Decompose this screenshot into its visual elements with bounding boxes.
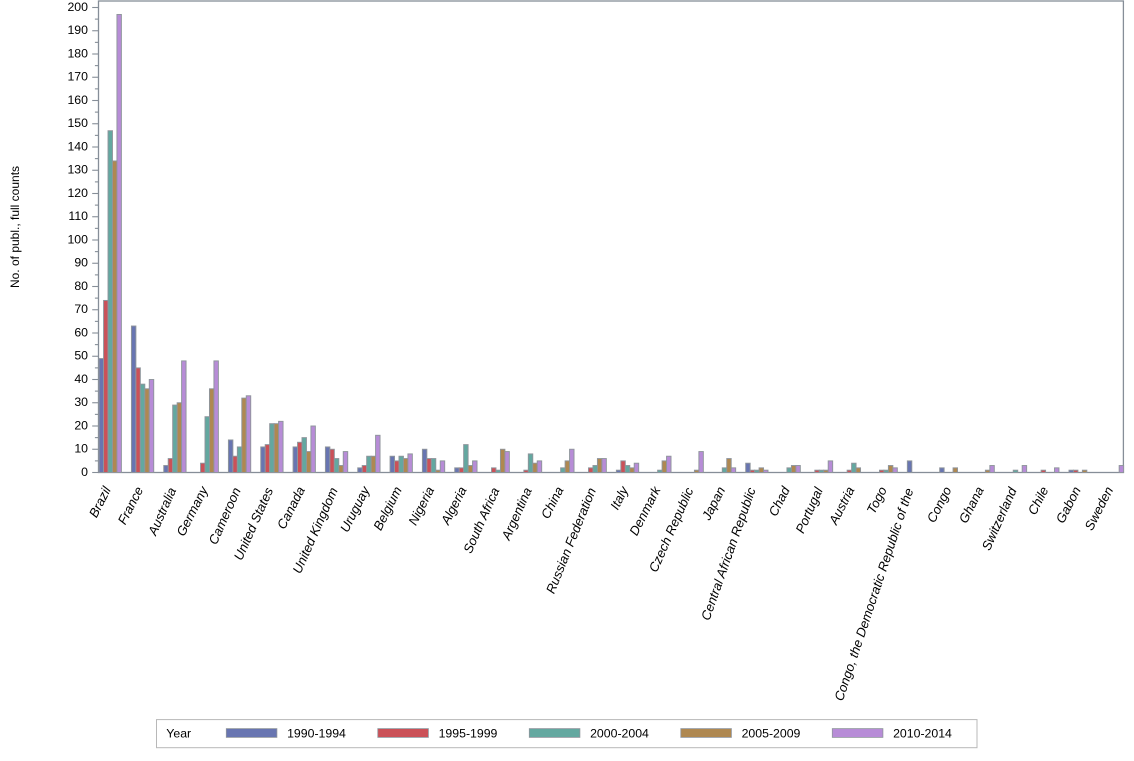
svg-text:120: 120 <box>67 186 88 200</box>
svg-text:50: 50 <box>74 349 88 363</box>
svg-text:1990-1994: 1990-1994 <box>287 727 346 741</box>
svg-text:90: 90 <box>74 256 88 270</box>
svg-text:110: 110 <box>68 209 88 223</box>
svg-text:130: 130 <box>67 163 88 177</box>
svg-text:190: 190 <box>67 23 88 37</box>
svg-text:0: 0 <box>81 465 88 479</box>
svg-text:10: 10 <box>74 442 88 456</box>
svg-text:2000-2004: 2000-2004 <box>590 727 649 741</box>
svg-text:150: 150 <box>67 116 88 130</box>
svg-text:No. of publ., full counts: No. of publ., full counts <box>8 166 22 288</box>
svg-text:60: 60 <box>74 325 88 339</box>
svg-text:200: 200 <box>67 0 88 14</box>
svg-text:40: 40 <box>74 372 88 386</box>
svg-text:Year: Year <box>166 727 191 741</box>
svg-text:170: 170 <box>67 70 88 84</box>
svg-text:180: 180 <box>67 46 88 60</box>
svg-text:140: 140 <box>67 139 88 153</box>
svg-text:1995-1999: 1995-1999 <box>439 727 498 741</box>
svg-text:2005-2009: 2005-2009 <box>742 727 801 741</box>
svg-text:70: 70 <box>74 302 88 316</box>
svg-text:160: 160 <box>67 93 88 107</box>
svg-text:100: 100 <box>67 232 88 246</box>
svg-text:80: 80 <box>74 279 88 293</box>
svg-text:30: 30 <box>74 395 88 409</box>
svg-text:20: 20 <box>74 418 88 432</box>
svg-text:2010-2014: 2010-2014 <box>893 727 952 741</box>
